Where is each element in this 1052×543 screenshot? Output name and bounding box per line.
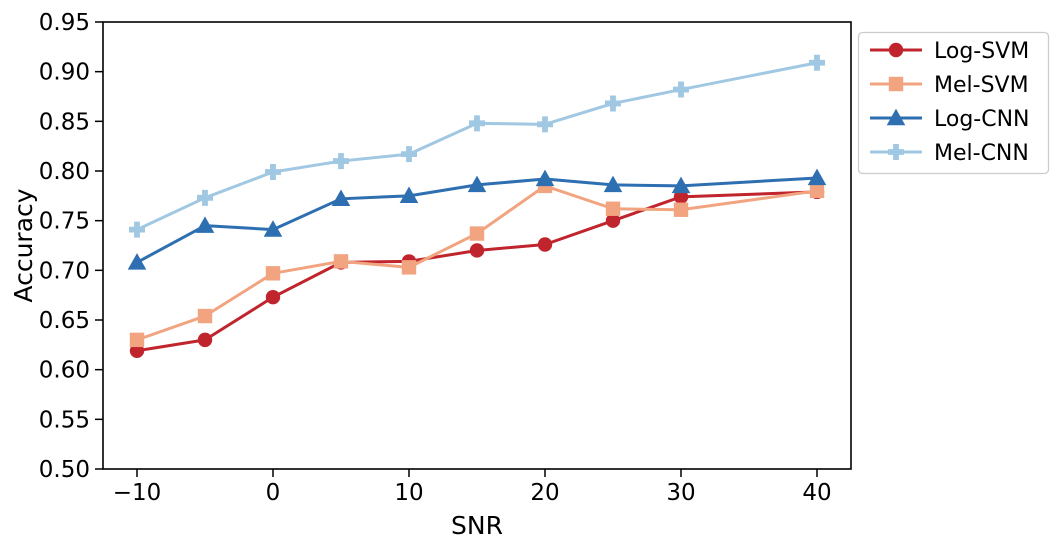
x-axis-ticks: −10 0 10 20 30 40	[113, 469, 832, 506]
y-tick-label: 0.90	[39, 60, 90, 86]
y-tick-label: 0.65	[39, 308, 90, 334]
x-tick-label: 30	[666, 480, 695, 506]
legend-item-mel-svm: Mel-SVM	[870, 73, 1029, 98]
y-tick-label: 0.85	[39, 109, 90, 135]
series-log-cnn	[127, 168, 827, 270]
legend-label: Mel-CNN	[934, 141, 1029, 166]
x-tick-label: 40	[802, 480, 831, 506]
y-axis-label: Accuracy	[9, 188, 38, 302]
legend-box	[857, 31, 1050, 175]
y-tick-label: 0.60	[39, 358, 90, 384]
legend-item-mel-cnn: Mel-CNN	[870, 141, 1029, 166]
y-tick-label: 0.55	[39, 407, 90, 433]
legend-label: Log-SVM	[934, 39, 1029, 64]
series-mel-cnn	[129, 54, 825, 238]
y-tick-label: 0.80	[39, 159, 90, 185]
y-tick-label: 0.70	[39, 258, 90, 284]
series-log-svm	[129, 184, 825, 358]
y-axis-ticks: 0.50 0.55 0.60 0.65 0.70 0.75 0.80 0.85 0.90 0.95	[39, 10, 103, 483]
legend-item-log-cnn: Log-CNN	[870, 107, 1030, 132]
x-tick-label: 20	[530, 480, 559, 506]
legend-label: Log-CNN	[934, 107, 1030, 132]
legend-item-log-svm: Log-SVM	[870, 39, 1029, 64]
y-tick-label: 0.95	[39, 10, 90, 36]
legend: Log-SVM Mel-SVM Log-CNN Mel-CNN	[857, 31, 1050, 175]
x-tick-label: 0	[266, 480, 281, 506]
y-tick-label: 0.50	[39, 457, 90, 483]
y-tick-label: 0.75	[39, 209, 90, 235]
plot-frame	[102, 21, 852, 470]
x-tick-label: 10	[394, 480, 423, 506]
axes: −10 0 10 20 30 40 0.50 0.55 0.60 0.65 0.70 0.75 0.80…	[9, 10, 852, 540]
legend-label: Mel-SVM	[934, 73, 1029, 98]
x-axis-label: SNR	[451, 511, 503, 540]
x-tick-label: −10	[113, 480, 162, 506]
